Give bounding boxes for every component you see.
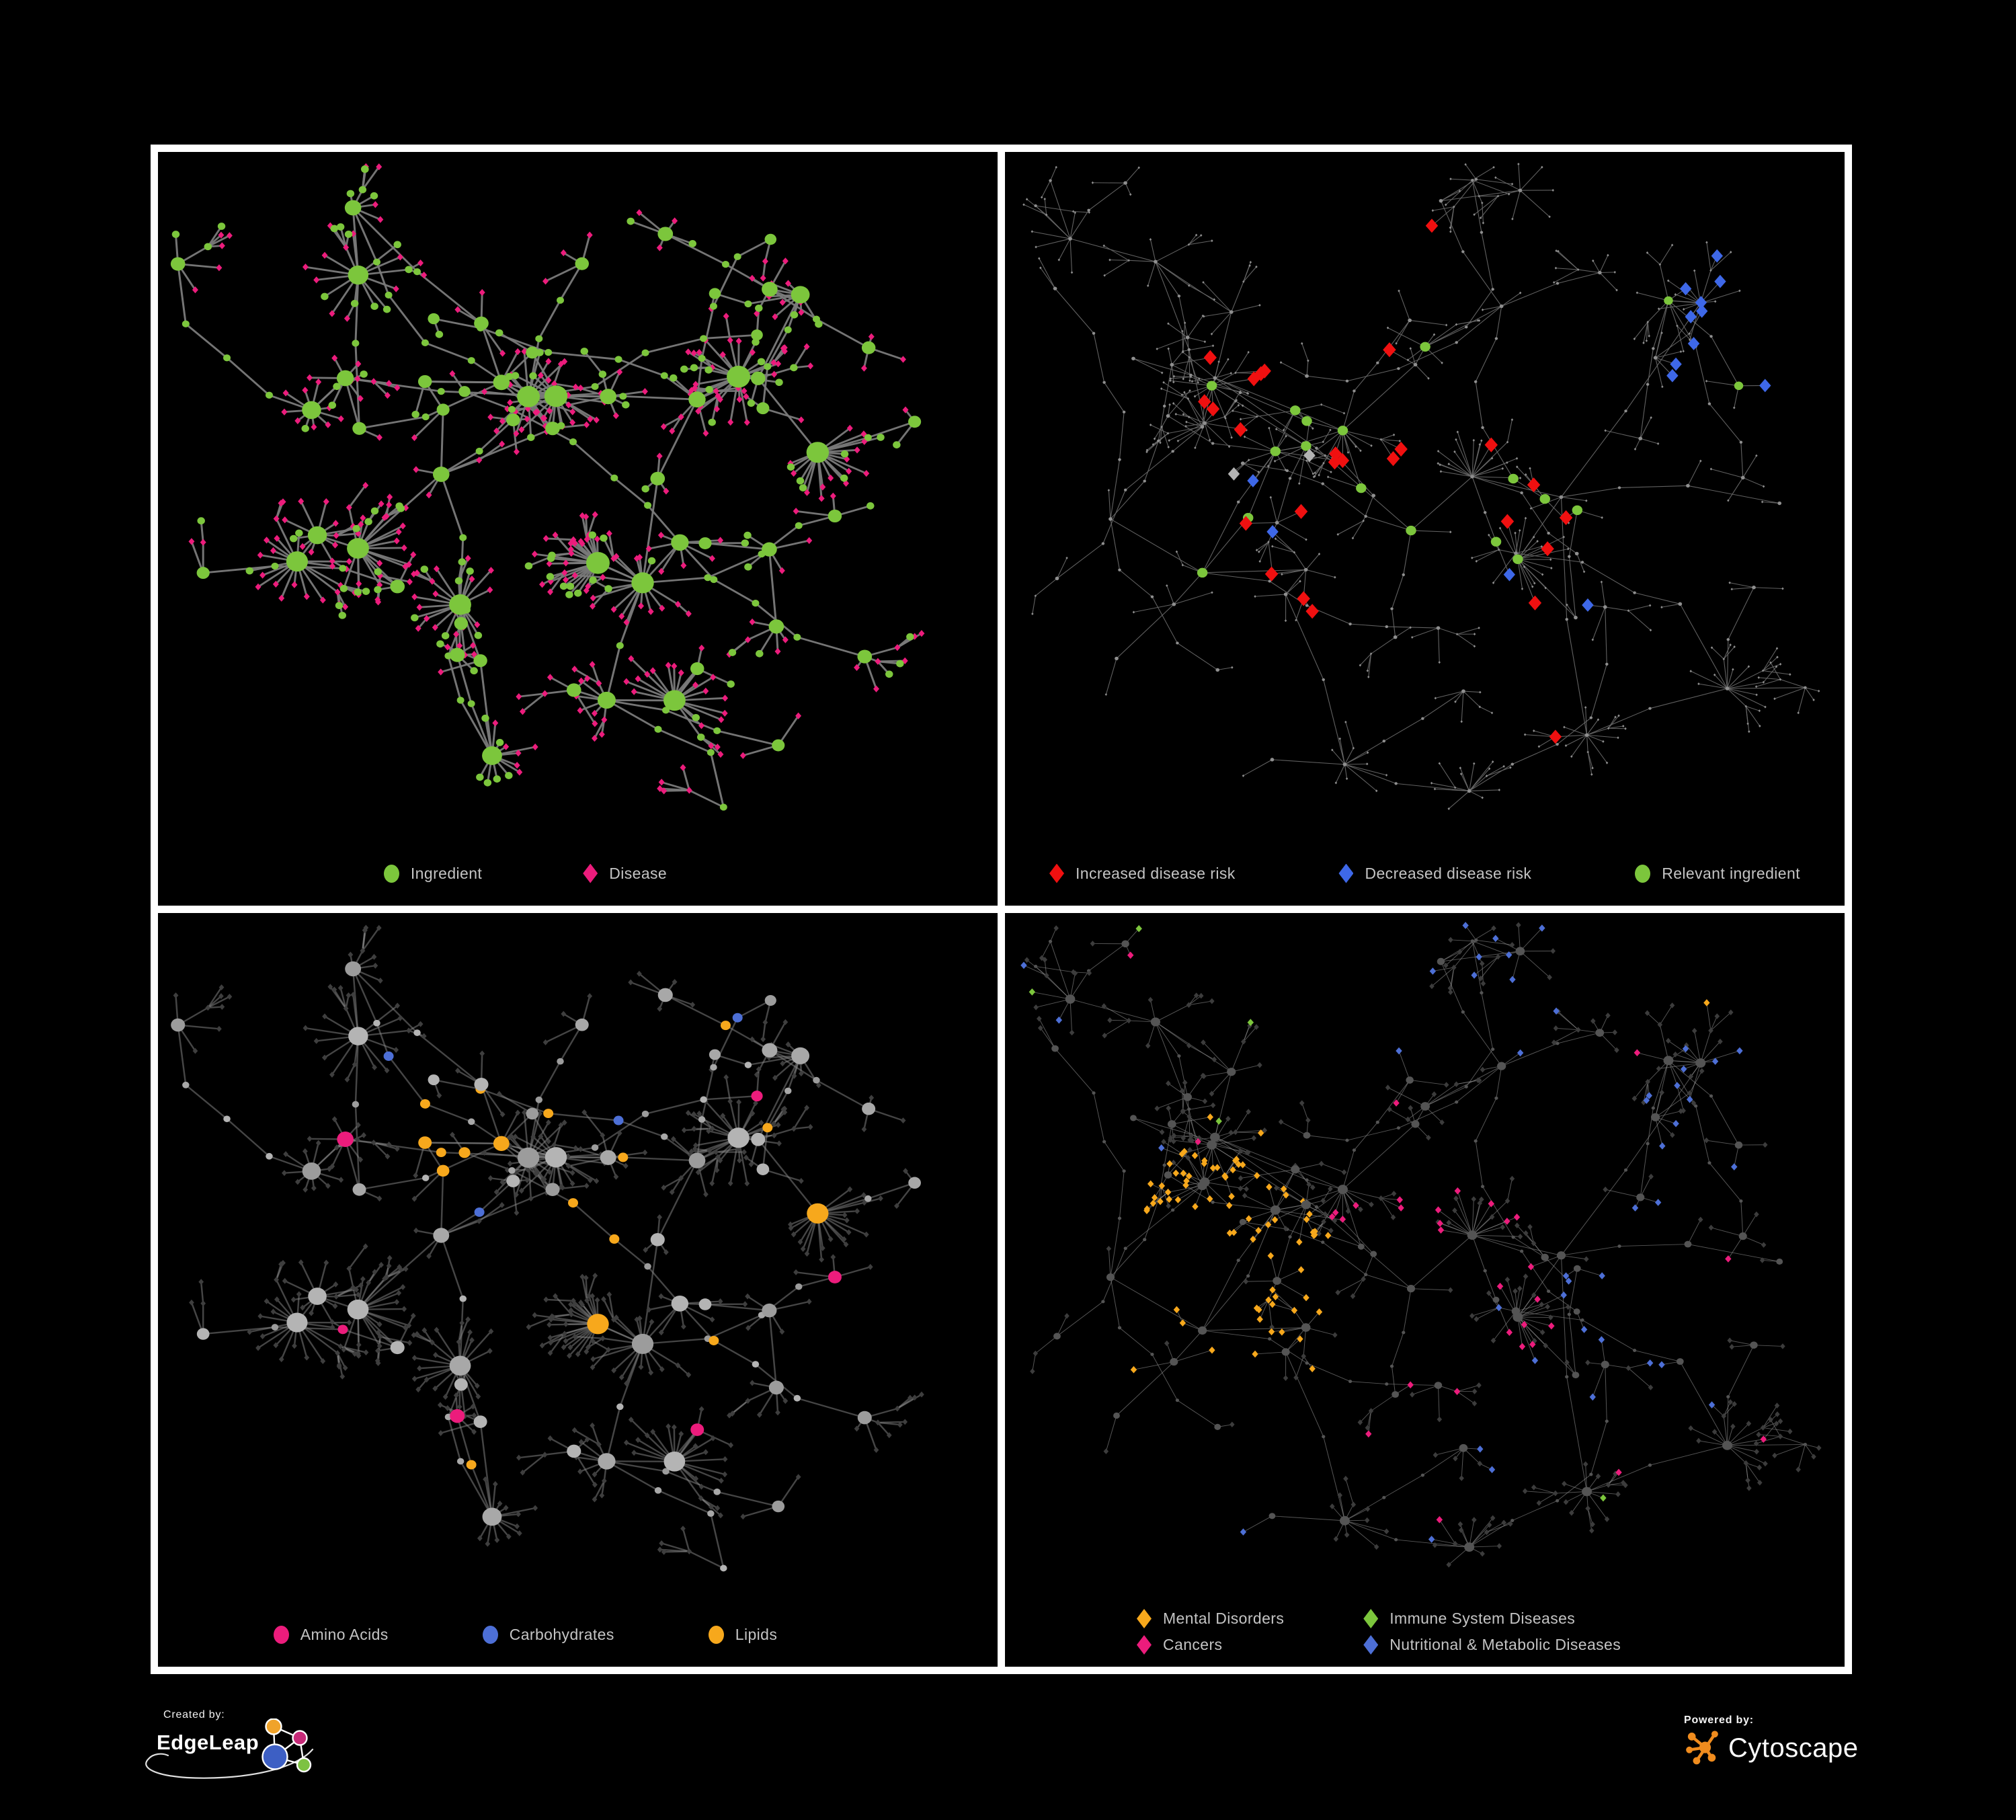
metabolic-diseases-swatch-icon	[1363, 1635, 1379, 1655]
legend-item-lipids: Lipids	[708, 1625, 778, 1644]
legend-item-amino-acids: Amino Acids	[273, 1625, 389, 1644]
legend-label-ingredient: Ingredient	[410, 864, 483, 882]
legend-nutrient-classes: Amino Acids Carbohydrates Lipids	[158, 1602, 998, 1667]
increased-risk-swatch-icon	[1049, 863, 1064, 883]
edgeleap-logo-text: EdgeLeap	[157, 1731, 259, 1754]
network-graph-nutrient-classes	[171, 924, 924, 1572]
legend-label-increased-risk: Increased disease risk	[1076, 864, 1236, 882]
legend-label-cancers: Cancers	[1163, 1636, 1223, 1653]
network-graph-disease-classes	[1020, 922, 1822, 1568]
ingredient-swatch-icon	[383, 864, 399, 883]
cytoscape-logo-text: Cytoscape	[1728, 1733, 1859, 1763]
legend-disease-classes: Mental Disorders Immune System Diseases …	[1005, 1597, 1845, 1667]
edgeleap-node-magenta	[292, 1730, 308, 1746]
legend-label-disease: Disease	[609, 864, 668, 882]
legend-item-increased-risk: Increased disease risk	[1049, 863, 1236, 883]
amino-acids-swatch-icon	[273, 1625, 289, 1644]
legend-item-ingredient: Ingredient	[383, 864, 483, 883]
legend-label-mental-disorders: Mental Disorders	[1163, 1610, 1285, 1627]
legend-item-relevant-ingredient: Relevant ingredient	[1635, 864, 1800, 883]
legend-item-metabolic-diseases: Nutritional & Metabolic Diseases	[1363, 1635, 1621, 1655]
legend-label-lipids: Lipids	[735, 1625, 778, 1643]
created-by-block: Created by: EdgeLeap	[145, 1709, 358, 1783]
legend-label-amino-acids: Amino Acids	[300, 1625, 389, 1643]
edgeleap-node-orange	[265, 1718, 282, 1735]
legend-label-metabolic-diseases: Nutritional & Metabolic Diseases	[1389, 1636, 1621, 1653]
legend-disease-risk: Increased disease risk Decreased disease…	[1005, 841, 1845, 906]
legend-item-mental-disorders: Mental Disorders	[1137, 1609, 1284, 1628]
created-by-label: Created by:	[163, 1709, 225, 1720]
panel-nutrient-classes: Amino Acids Carbohydrates Lipids	[158, 913, 998, 1667]
cancers-swatch-icon	[1137, 1635, 1152, 1655]
powered-by-label: Powered by:	[1684, 1714, 1754, 1726]
edgeleap-node-blue	[261, 1743, 288, 1770]
edgeleap-logo-icon	[261, 1718, 312, 1773]
legend-item-cancers: Cancers	[1137, 1635, 1284, 1655]
network-graph-ingredient-disease	[170, 163, 925, 811]
legend-item-disease: Disease	[583, 863, 668, 883]
lipids-swatch-icon	[708, 1625, 724, 1644]
mental-disorders-swatch-icon	[1137, 1609, 1152, 1628]
cytoscape-logo-icon	[1686, 1731, 1718, 1765]
legend-item-decreased-risk: Decreased disease risk	[1338, 863, 1532, 883]
disease-swatch-icon	[583, 863, 598, 883]
panel-disease-risk: Increased disease risk Decreased disease…	[1005, 152, 1845, 906]
figure-grid: Ingredient Disease Increased disease ris…	[151, 145, 1852, 1674]
legend-label-immune-diseases: Immune System Diseases	[1389, 1610, 1576, 1627]
panel-ingredient-disease: Ingredient Disease	[158, 152, 998, 906]
legend-label-decreased-risk: Decreased disease risk	[1365, 864, 1532, 882]
legend-label-relevant-ingredient: Relevant ingredient	[1662, 864, 1800, 882]
legend-item-immune-diseases: Immune System Diseases	[1363, 1609, 1621, 1628]
edgeleap-node-green	[296, 1757, 312, 1773]
carbohydrates-swatch-icon	[482, 1625, 498, 1644]
immune-diseases-swatch-icon	[1363, 1609, 1379, 1628]
edgeleap-logo: EdgeLeap	[157, 1718, 358, 1780]
relevant-ingredient-swatch-icon	[1635, 864, 1651, 883]
powered-by-block: Powered by: Cytoscape	[1684, 1714, 1858, 1767]
panel-disease-classes: Mental Disorders Immune System Diseases …	[1005, 913, 1845, 1667]
legend-item-carbohydrates: Carbohydrates	[482, 1625, 614, 1644]
network-graph-disease-risk	[1022, 163, 1820, 810]
decreased-risk-swatch-icon	[1338, 863, 1354, 883]
legend-label-carbohydrates: Carbohydrates	[509, 1625, 614, 1643]
legend-ingredient-disease: Ingredient Disease	[158, 841, 998, 906]
